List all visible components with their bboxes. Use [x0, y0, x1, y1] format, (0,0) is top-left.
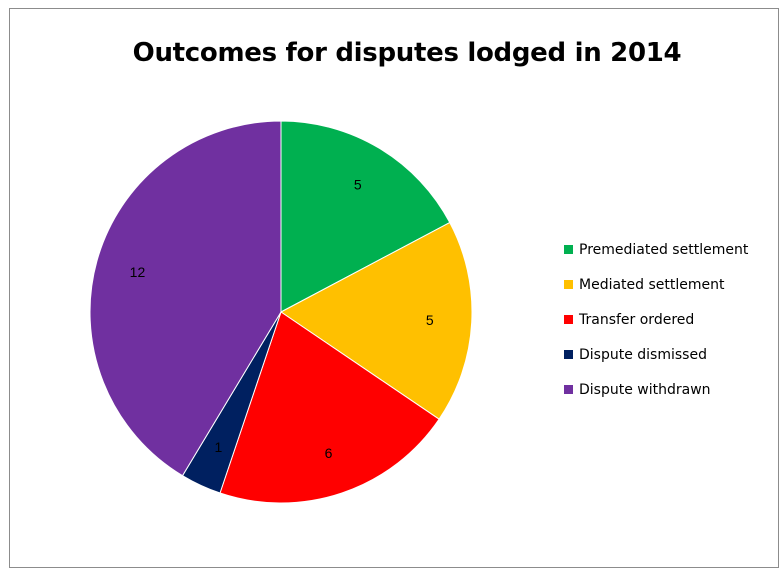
chart-legend: Premediated settlement Mediated settlemen… — [564, 232, 748, 407]
legend-swatch — [564, 280, 573, 289]
legend-item-dispute-withdrawn: Dispute withdrawn — [564, 372, 748, 407]
legend-swatch — [564, 245, 573, 254]
legend-swatch — [564, 315, 573, 324]
legend-swatch — [564, 385, 573, 394]
pie-slice-mediated-settlement — [280, 221, 473, 420]
pie-slice-premediated-settlement — [280, 120, 451, 313]
legend-item-dispute-dismissed: Dispute dismissed — [564, 337, 748, 372]
legend-label: Transfer ordered — [579, 311, 695, 328]
data-label-transfer-ordered: 6 — [325, 445, 333, 461]
legend-item-transfer-ordered: Transfer ordered — [564, 302, 748, 337]
pie-chart: 5 5 6 1 12 — [89, 120, 473, 504]
legend-label: Mediated settlement — [579, 276, 725, 293]
legend-label: Dispute withdrawn — [579, 381, 711, 398]
pie-slice-transfer-ordered — [219, 311, 440, 504]
legend-label: Premediated settlement — [579, 241, 749, 258]
pie-slice-dispute-withdrawn — [89, 120, 282, 477]
legend-item-premediated-settlement: Premediated settlement — [564, 232, 748, 267]
data-label-premediated-settlement: 5 — [354, 176, 362, 192]
data-label-mediated-settlement: 5 — [426, 312, 434, 328]
data-label-dispute-withdrawn: 12 — [130, 264, 146, 280]
legend-swatch — [564, 350, 573, 359]
chart-title: Outcomes for disputes lodged in 2014 — [132, 38, 682, 68]
data-label-dispute-dismissed: 1 — [215, 439, 223, 455]
legend-item-mediated-settlement: Mediated settlement — [564, 267, 748, 302]
legend-label: Dispute dismissed — [579, 346, 707, 363]
